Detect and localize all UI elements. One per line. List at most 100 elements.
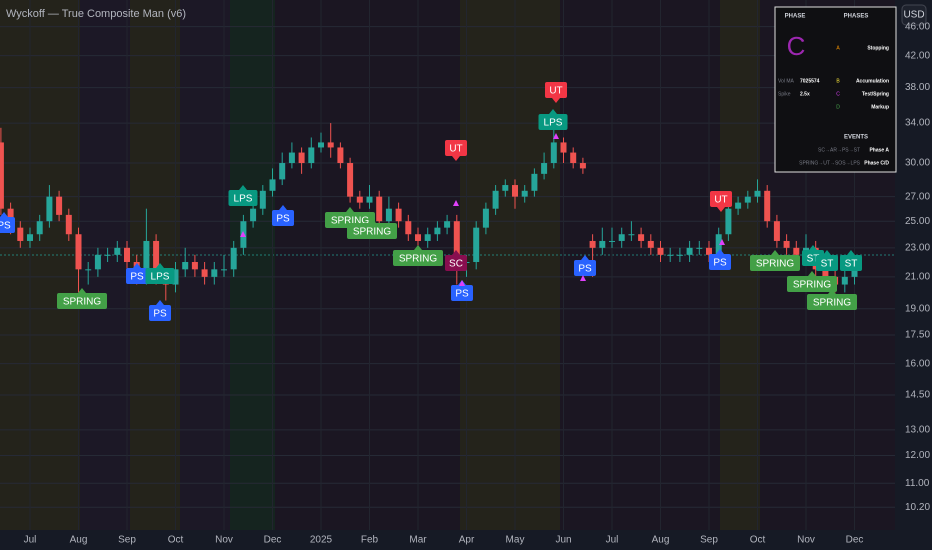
event-label: SC (449, 259, 463, 270)
panel-text: 2.5x (800, 91, 810, 97)
event-label: SPRING (793, 280, 832, 291)
phase-band (80, 0, 130, 530)
status-panel: PHASE PHASES C A Stopping B Accumulation C Test/… (774, 6, 897, 173)
candle-body (686, 247, 693, 255)
candle-body (366, 196, 373, 203)
currency-button[interactable] (901, 4, 927, 26)
panel-text: A (836, 45, 840, 51)
x-tick-label: Oct (750, 535, 766, 546)
y-tick-label: 23.00 (905, 242, 930, 253)
panel-text: Spike (778, 91, 791, 97)
phase-band (230, 0, 275, 530)
signal-triangle (240, 231, 246, 237)
label-pointer (346, 207, 354, 212)
panel-text: PHASES (844, 14, 869, 20)
candle-body (841, 276, 848, 285)
candle-body (143, 240, 150, 277)
indicator-title: Wyckoff — True Composite Man (v6) (6, 8, 186, 20)
label-box (750, 255, 800, 271)
candle-body (347, 163, 354, 197)
label-pointer (133, 263, 141, 268)
panel-text: C (836, 91, 840, 97)
time-axis (0, 530, 932, 550)
label-box (807, 294, 857, 310)
label-pointer (0, 212, 8, 217)
candle-body (541, 163, 548, 174)
candle-body (27, 234, 33, 241)
candle-body (114, 247, 121, 255)
event-label: SPRING (331, 216, 370, 227)
label-box (710, 191, 732, 207)
event-label: UT (714, 195, 727, 206)
event-label: PS (130, 272, 144, 283)
signal-triangle (453, 200, 459, 206)
label-box (574, 260, 596, 276)
x-tick-label: Sep (118, 535, 136, 546)
label-pointer (414, 245, 422, 250)
candle-body (104, 254, 111, 256)
candle-body (259, 190, 266, 209)
y-tick-label: 30.00 (905, 158, 930, 169)
panel-text: D (836, 104, 840, 110)
y-tick-label: 38.00 (905, 82, 930, 93)
candle-body (492, 190, 499, 209)
candle-body (288, 152, 295, 164)
candle-body (579, 163, 586, 169)
label-box (445, 140, 467, 156)
candle-body (376, 196, 383, 222)
candle-body (764, 190, 771, 222)
label-box (145, 268, 175, 284)
x-tick-label: Nov (215, 535, 233, 546)
price-axis (895, 0, 932, 530)
y-tick-label: 13.00 (905, 425, 930, 436)
candle-body (512, 185, 518, 197)
y-tick-label: 14.50 (905, 390, 930, 401)
x-tick-label: Feb (361, 535, 379, 546)
panel-text: Accumulation (856, 78, 889, 84)
label-pointer (368, 218, 376, 223)
label-pointer (552, 98, 560, 103)
label-pointer (279, 205, 287, 210)
phase-band (460, 0, 560, 530)
panel-text: Phase A (869, 147, 889, 153)
candle-body (502, 185, 509, 191)
label-box (347, 223, 397, 239)
y-tick-label: 11.00 (905, 478, 930, 489)
candle-body (356, 196, 363, 203)
candle-body (395, 208, 402, 222)
x-tick-label: Jul (606, 535, 619, 546)
label-pointer (239, 185, 247, 190)
candle-body (230, 247, 237, 270)
x-tick-label: Jul (24, 535, 37, 546)
label-box (445, 255, 467, 271)
candle-body (628, 234, 635, 236)
candle-body (657, 247, 664, 255)
x-tick-label: 2025 (310, 535, 333, 546)
signal-triangle (553, 133, 559, 139)
panel-text: SC→AR→PS→ST (818, 147, 860, 153)
label-pointer (847, 250, 855, 255)
label-box (57, 293, 107, 309)
x-tick-label: Sep (700, 535, 718, 546)
event-label: ST (807, 254, 820, 265)
candle-body (521, 190, 528, 197)
candle-body (444, 221, 451, 228)
candle-body (744, 196, 751, 203)
candle-body (473, 227, 480, 263)
event-label: ST (821, 259, 834, 270)
grid (0, 0, 895, 530)
event-label: SPRING (756, 259, 795, 270)
candle-body (85, 269, 92, 271)
label-box (840, 255, 862, 271)
candle-body (453, 221, 460, 263)
x-tick-label: Aug (652, 535, 670, 546)
candle-body (65, 214, 72, 235)
y-tick-label: 27.00 (905, 191, 930, 202)
label-pointer (828, 289, 836, 294)
panel-frame (774, 6, 897, 173)
candle-body (75, 234, 82, 270)
event-label: SPRING (353, 227, 392, 238)
candle-body (191, 262, 198, 270)
candle-body (676, 254, 683, 256)
